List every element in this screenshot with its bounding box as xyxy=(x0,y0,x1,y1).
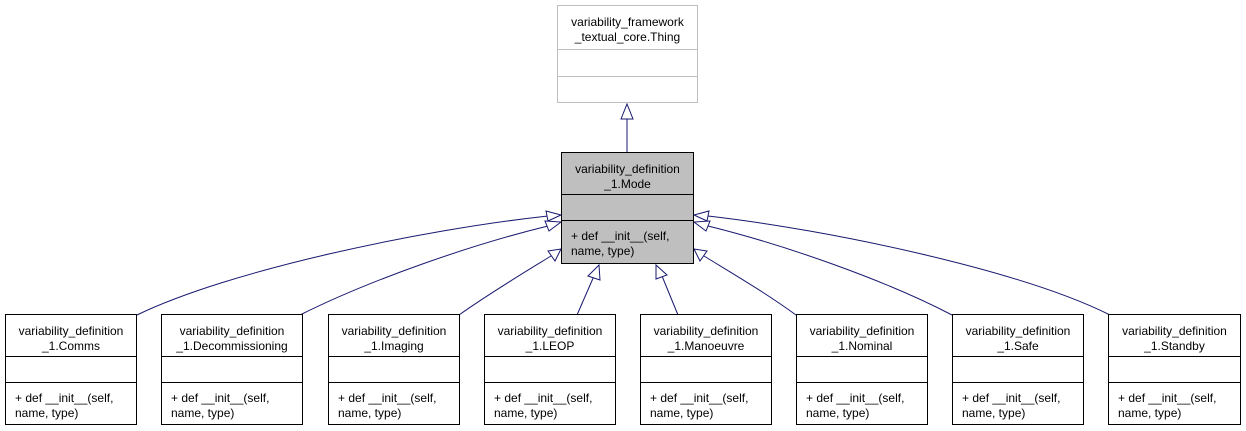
edge-imaging-to-mode xyxy=(458,255,552,316)
attributes-section xyxy=(558,50,697,77)
arrowhead-decommissioning xyxy=(544,220,563,232)
class-name-line: variability_definition xyxy=(18,324,124,338)
method-line: name, type) xyxy=(15,406,79,420)
arrowhead-manoeuvre xyxy=(655,263,668,280)
attributes-section xyxy=(329,357,459,383)
edge-safe-to-mode xyxy=(707,225,953,316)
method-line: name, type) xyxy=(338,406,402,420)
class-name: variability_framework _textual_core.Thin… xyxy=(558,6,697,50)
class-name-line: variability_definition xyxy=(497,324,603,338)
method-line: + def __init__(self, xyxy=(962,391,1061,405)
arrowhead-nominal xyxy=(693,248,708,262)
class-comms[interactable]: variability_definition _1.Comms + def __… xyxy=(5,314,137,425)
method-line: + def __init__(self, xyxy=(171,391,270,405)
class-name-line: variability_definition xyxy=(1122,324,1227,338)
attributes-section xyxy=(953,357,1083,383)
method-line: name, type) xyxy=(1118,406,1182,420)
class-imaging[interactable]: variability_definition _1.Imaging + def … xyxy=(328,314,460,425)
method-line: name, type) xyxy=(806,406,870,420)
method-line: + def __init__(self, xyxy=(571,229,670,243)
class-name-line: variability_definition xyxy=(809,324,915,338)
class-name: variability_definition _1.Imaging xyxy=(329,315,459,357)
method-line: name, type) xyxy=(171,406,235,420)
edge-standby-to-mode xyxy=(707,215,1111,316)
attributes-section xyxy=(562,195,693,221)
method-line: name, type) xyxy=(571,244,635,258)
methods-section: + def __init__(self, name, type) xyxy=(6,383,136,424)
methods-section: + def __init__(self, name, type) xyxy=(162,383,302,424)
arrowhead-comms xyxy=(545,210,563,222)
class-name: variability_definition _1.LEOP xyxy=(485,315,615,357)
class-name-line: variability_definition xyxy=(653,324,759,338)
methods-section: + def __init__(self, name, type) xyxy=(1109,383,1240,424)
edge-nominal-to-mode xyxy=(703,255,797,316)
class-name-line: _1.Manoeuvre xyxy=(667,339,745,353)
attributes-section xyxy=(1109,357,1240,383)
class-name: variability_definition _1.Comms xyxy=(6,315,136,357)
class-name-line: variability_framework xyxy=(571,15,684,29)
method-line: + def __init__(self, xyxy=(1118,391,1217,405)
method-line: name, type) xyxy=(962,406,1026,420)
class-name-line: variability_definition xyxy=(575,162,680,176)
class-name: variability_definition _1.Decommissionin… xyxy=(162,315,302,357)
edge-leop-to-mode xyxy=(576,275,595,316)
class-name-line: _1.Decommissioning xyxy=(176,339,288,353)
class-name: variability_definition _1.Safe xyxy=(953,315,1083,357)
class-name-line: _1.Nominal xyxy=(831,339,893,353)
attributes-section xyxy=(162,357,302,383)
method-line: + def __init__(self, xyxy=(806,391,905,405)
arrowhead-thing xyxy=(620,102,634,120)
methods-section: + def __init__(self, name, type) xyxy=(641,383,771,424)
class-name-line: variability_definition xyxy=(341,324,447,338)
methods-section: + def __init__(self, name, type) xyxy=(329,383,459,424)
class-name-line: _1.Imaging xyxy=(364,339,424,353)
method-line: + def __init__(self, xyxy=(338,391,437,405)
class-name-line: _textual_core.Thing xyxy=(574,30,681,44)
method-line: name, type) xyxy=(650,406,714,420)
attributes-section xyxy=(485,357,615,383)
arrowhead-safe xyxy=(692,220,711,232)
method-line: name, type) xyxy=(494,406,558,420)
methods-section: + def __init__(self, name, type) xyxy=(797,383,927,424)
class-name-line: variability_definition xyxy=(965,324,1071,338)
methods-section: + def __init__(self, name, type) xyxy=(562,221,693,263)
method-line: + def __init__(self, xyxy=(650,391,749,405)
edge-decommissioning-to-mode xyxy=(299,225,549,316)
attributes-section xyxy=(641,357,771,383)
class-name-line: _1.Comms xyxy=(41,339,100,353)
attributes-section xyxy=(797,357,927,383)
class-manoeuvre[interactable]: variability_definition _1.Manoeuvre + de… xyxy=(640,314,772,425)
class-decommissioning[interactable]: variability_definition _1.Decommissionin… xyxy=(161,314,303,425)
methods-section: + def __init__(self, name, type) xyxy=(485,383,615,424)
class-name-line: _1.Standby xyxy=(1144,339,1205,353)
class-thing[interactable]: variability_framework _textual_core.Thin… xyxy=(557,5,698,103)
edge-manoeuvre-to-mode xyxy=(661,275,679,316)
class-standby[interactable]: variability_definition _1.Standby + def … xyxy=(1108,314,1241,425)
attributes-section xyxy=(6,357,136,383)
class-name-line: variability_definition xyxy=(179,324,285,338)
methods-section: + def __init__(self, name, type) xyxy=(953,383,1083,424)
class-name: variability_definition _1.Nominal xyxy=(797,315,927,357)
class-leop[interactable]: variability_definition _1.LEOP + def __i… xyxy=(484,314,616,425)
class-safe[interactable]: variability_definition _1.Safe + def __i… xyxy=(952,314,1084,425)
class-nominal[interactable]: variability_definition _1.Nominal + def … xyxy=(796,314,928,425)
edge-comms-to-mode xyxy=(136,215,549,316)
methods-section xyxy=(558,77,697,102)
class-name: variability_definition _1.Standby xyxy=(1109,315,1240,357)
method-line: + def __init__(self, xyxy=(494,391,593,405)
arrowhead-leop xyxy=(587,263,601,281)
arrowhead-imaging xyxy=(547,248,562,262)
arrowhead-standby xyxy=(692,210,710,222)
class-name: variability_definition _1.Manoeuvre xyxy=(641,315,771,357)
class-name-line: _1.Safe xyxy=(997,339,1039,353)
method-line: + def __init__(self, xyxy=(15,391,114,405)
class-name: variability_definition _1.Mode xyxy=(562,153,693,195)
class-name-line: _1.Mode xyxy=(604,177,651,191)
class-name-line: _1.LEOP xyxy=(525,339,575,353)
class-mode[interactable]: variability_definition _1.Mode + def __i… xyxy=(561,152,694,264)
